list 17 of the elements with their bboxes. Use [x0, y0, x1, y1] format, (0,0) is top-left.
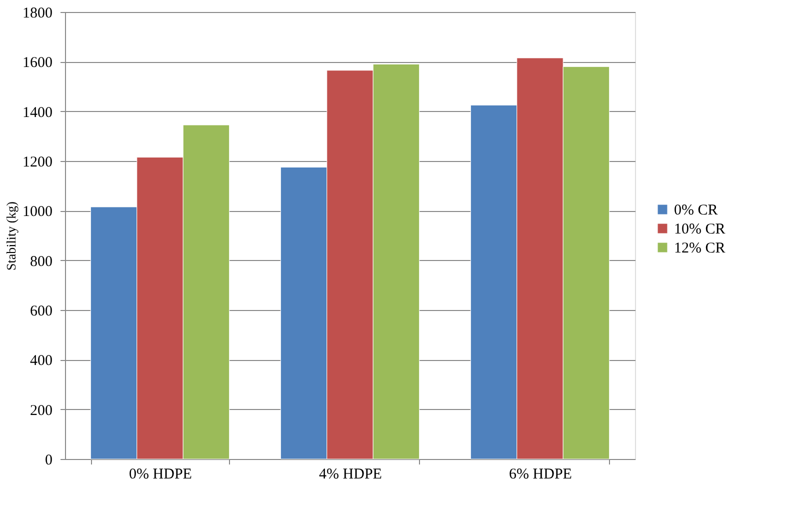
legend-label: 10% CR	[674, 222, 726, 238]
y-tick-label: 1200	[22, 154, 52, 170]
y-tick-label: 1800	[22, 6, 52, 22]
y-tick-label: 0	[45, 452, 52, 468]
y-tick-label: 800	[30, 254, 52, 270]
x-tick-label: 6% HDPE	[509, 466, 572, 482]
legend-label: 0% CR	[674, 202, 718, 218]
x-tick-label: 0% HDPE	[129, 466, 192, 482]
y-tick-label: 200	[30, 402, 52, 419]
y-tick-label: 400	[30, 353, 52, 370]
legend-label: 12% CR	[674, 240, 726, 256]
y-axis-title: Stability (kg)	[4, 202, 18, 270]
y-tick-label: 1000	[22, 204, 52, 220]
y-tick-label: 1400	[22, 104, 52, 121]
x-tick-label: 4% HDPE	[319, 466, 382, 482]
y-tick-label: 1600	[22, 55, 52, 72]
y-tick-label: 600	[30, 304, 52, 320]
